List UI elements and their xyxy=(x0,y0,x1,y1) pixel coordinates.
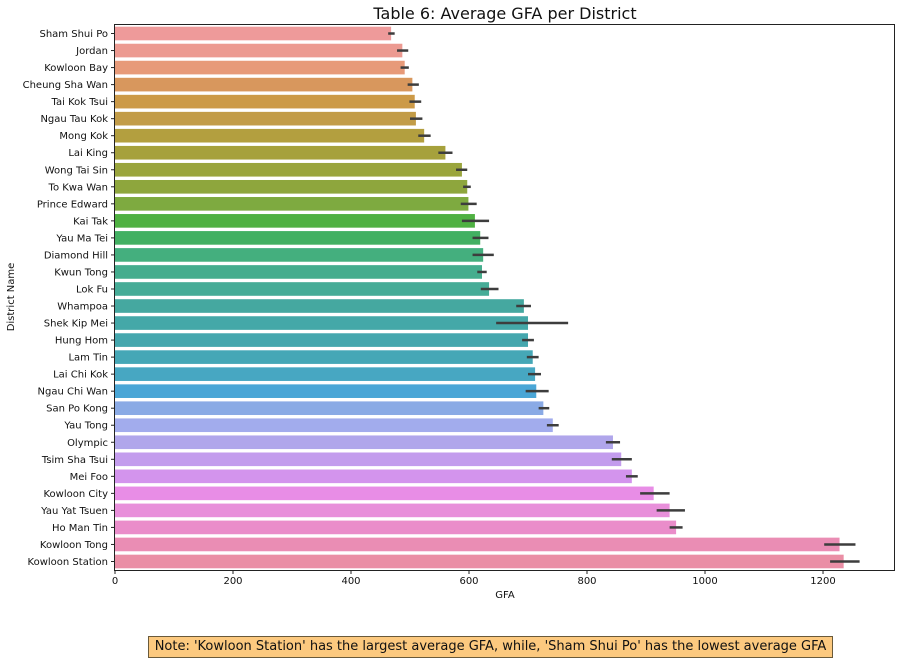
y-tick-label: Yau Yat Tsuen xyxy=(40,506,108,517)
bar xyxy=(115,214,475,228)
y-tick-label: Kowloon Station xyxy=(28,557,108,568)
y-tick-label: Olympic xyxy=(67,438,108,449)
y-tick-label: Ho Man Tin xyxy=(52,523,108,534)
bar xyxy=(115,77,413,92)
bar xyxy=(115,503,670,518)
bar xyxy=(115,316,529,330)
chart-title: Table 6: Average GFA per District xyxy=(372,4,636,23)
y-tick-label: Wong Tai Sin xyxy=(45,165,108,176)
bar xyxy=(115,350,533,364)
y-axis-label: District Name xyxy=(6,263,17,332)
bar xyxy=(115,248,484,262)
bar xyxy=(115,111,416,126)
y-tick-label: Lok Fu xyxy=(76,284,108,295)
bar xyxy=(115,265,482,279)
y-tick-label: Kai Tak xyxy=(73,216,108,227)
y-tick-label: Ngau Tau Kok xyxy=(40,114,108,125)
bar xyxy=(115,94,415,109)
y-tick-label: Ngau Chi Wan xyxy=(38,387,108,398)
bar xyxy=(115,554,844,569)
bar xyxy=(115,435,613,450)
bar xyxy=(115,128,425,143)
y-tick-label: Diamond Hill xyxy=(44,250,108,261)
bar xyxy=(115,282,490,296)
bar xyxy=(115,537,840,552)
y-tick-label: Kowloon City xyxy=(44,489,109,500)
y-tick-label: Shek Kip Mei xyxy=(44,319,108,330)
bar xyxy=(115,299,524,313)
bar xyxy=(115,179,468,194)
y-tick-label: San Po Kong xyxy=(46,404,108,415)
note-box: Note: 'Kowloon Station' has the largest … xyxy=(148,636,833,658)
y-axis-ticks: Sham Shui Po Jordan Kowloon Bay Cheung Sha … xyxy=(23,29,115,568)
x-tick-label: 200 xyxy=(223,576,242,587)
bar xyxy=(115,367,536,381)
y-tick-label: Tai Kok Tsui xyxy=(51,97,108,108)
error-bars-layer xyxy=(388,32,860,563)
y-tick-label: Prince Edward xyxy=(37,199,108,210)
y-tick-label: Kwun Tong xyxy=(54,267,108,278)
y-tick-label: Tsim Sha Tsui xyxy=(41,455,108,466)
y-tick-label: Jordan xyxy=(75,46,108,57)
y-tick-label: Lai King xyxy=(68,148,108,159)
x-tick-label: 1000 xyxy=(692,576,717,587)
bar xyxy=(115,162,462,177)
y-tick-label: Kowloon Tong xyxy=(40,540,108,551)
bar xyxy=(115,418,553,433)
y-tick-label: Mei Foo xyxy=(70,472,108,483)
bars-layer xyxy=(115,26,844,569)
y-tick-label: Kowloon Bay xyxy=(44,63,108,74)
y-tick-label: To Kwa Wan xyxy=(48,182,108,193)
bar xyxy=(115,401,544,416)
bar xyxy=(115,452,622,467)
x-tick-label: 600 xyxy=(459,576,478,587)
bar xyxy=(115,26,392,41)
y-tick-label: Yau Tong xyxy=(63,421,108,432)
bar xyxy=(115,384,537,398)
x-axis-label: GFA xyxy=(495,590,515,601)
bar xyxy=(115,43,403,58)
x-tick-label: 1200 xyxy=(810,576,835,587)
y-tick-label: Mong Kok xyxy=(59,131,108,142)
bar xyxy=(115,60,405,75)
bar xyxy=(115,333,529,347)
bar xyxy=(115,231,481,245)
x-axis-ticks: 0 200 400 600 800 1000 1200 xyxy=(112,570,836,587)
bar xyxy=(115,486,654,501)
plot-frame xyxy=(114,24,895,571)
y-tick-label: Lam Tin xyxy=(68,353,108,364)
bar xyxy=(115,145,446,160)
y-tick-label: Hung Hom xyxy=(55,336,108,347)
bar xyxy=(115,469,632,484)
x-tick-label: 0 xyxy=(112,576,118,587)
y-tick-label: Lai Chi Kok xyxy=(53,370,108,381)
y-tick-label: Yau Ma Tei xyxy=(55,233,108,244)
bar xyxy=(115,197,469,211)
y-tick-label: Whampoa xyxy=(57,302,108,313)
y-tick-label: Cheung Sha Wan xyxy=(23,80,108,91)
y-tick-label: Sham Shui Po xyxy=(39,29,108,40)
x-tick-label: 800 xyxy=(577,576,596,587)
x-tick-label: 400 xyxy=(341,576,360,587)
bar xyxy=(115,520,677,535)
